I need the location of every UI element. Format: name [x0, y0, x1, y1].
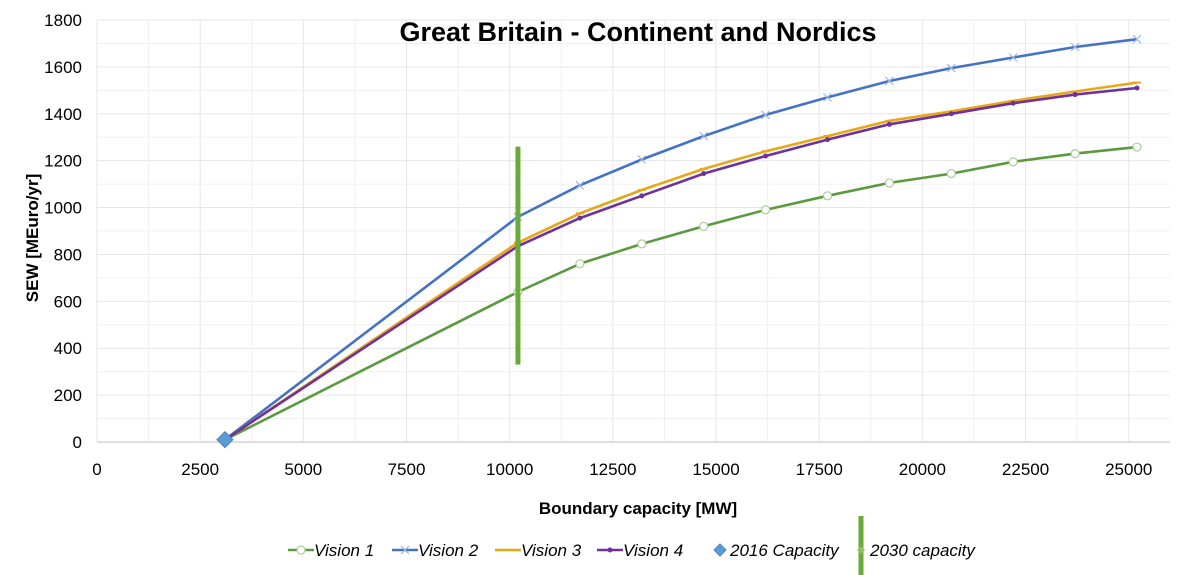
vision-1-point [1070, 149, 1080, 159]
vision-1-line [224, 145, 1138, 441]
vision-2-point [1070, 42, 1080, 52]
legend-item-vision-1: Vision 1 [288, 541, 374, 560]
vision-2-point-stroke-b [1070, 42, 1080, 52]
legend-item-2030-capacity: 2030 capacity [857, 516, 976, 575]
vision-1-point [575, 259, 585, 269]
vision-2-point [575, 180, 585, 190]
legend-label: Vision 3 [521, 541, 582, 560]
legend-label: 2030 capacity [869, 541, 976, 560]
vision-2-point [1132, 34, 1142, 44]
x-tick-label: 17500 [796, 460, 843, 479]
vision-4-point [886, 121, 892, 127]
x-tick-label: 12500 [589, 460, 636, 479]
vision-4-point [824, 137, 830, 143]
vision-2-point-stroke-b [884, 76, 894, 86]
vision-4-point [1134, 85, 1140, 91]
y-tick-label: 200 [54, 386, 82, 405]
vision-2-point [699, 131, 709, 141]
vision-1-point [822, 191, 833, 201]
vision-2-line [224, 37, 1138, 441]
tick-labels: 0 2500 5000 7500 10000 12500 15000 17500 20000 22… [44, 11, 1152, 479]
vision-1-point [1008, 157, 1018, 167]
legend-swatch-marker [713, 543, 727, 557]
y-tick-label: 1600 [44, 58, 82, 77]
vision-2-point-stroke-b [823, 92, 832, 102]
x-tick-label: 20000 [899, 460, 946, 479]
legend-swatch-marker [296, 545, 306, 555]
x-tick-label: 5000 [284, 460, 322, 479]
vision-1-point [884, 178, 894, 188]
x-tick-label: 15000 [692, 460, 739, 479]
y-tick-label: 400 [54, 339, 82, 358]
legend-swatch-marker-stroke-b [400, 545, 410, 555]
legend-label: Vision 2 [418, 541, 479, 560]
legend-swatch-bar [858, 516, 864, 575]
special-markers [216, 146, 521, 449]
vision-2-point [823, 92, 832, 102]
vision-4-point [701, 171, 707, 177]
series-group [224, 34, 1142, 441]
vision-4-point [1072, 92, 1078, 98]
vision-4-point [948, 111, 954, 117]
vision-1-point [946, 168, 956, 179]
2016-capacity-marker [216, 430, 234, 449]
legend: Vision 1 Vision 2 Vision 3 Vision 4 2016 Cap… [288, 516, 976, 575]
x-axis-title: Boundary capacity [MW] [539, 499, 737, 518]
legend-item-vision-2: Vision 2 [392, 541, 479, 560]
vision-2-point-stroke-b [637, 155, 647, 164]
x-tick-label: 22500 [1002, 460, 1049, 479]
y-tick-label: 1000 [44, 199, 82, 218]
vision-2-point [637, 155, 647, 164]
vision-2-point-stroke-b [946, 63, 956, 73]
y-tick-label: 1800 [44, 11, 82, 30]
x-tick-label: 2500 [181, 460, 219, 479]
chart-title: Great Britain - Continent and Nordics [399, 17, 876, 47]
vision-1-point [699, 221, 709, 231]
legend-label: Vision 1 [314, 541, 374, 560]
legend-swatch-marker [607, 547, 613, 553]
vision-4-point [763, 153, 769, 159]
x-tick-label: 10000 [486, 460, 533, 479]
y-tick-label: 800 [54, 245, 82, 264]
legend-item-2016-capacity: 2016 Capacity [713, 541, 840, 560]
vision-2-point-stroke-b [761, 110, 770, 120]
vision-2-point [884, 76, 894, 86]
vision-2-point [761, 110, 770, 120]
vision-1-point [637, 239, 647, 249]
legend-label: 2016 Capacity [729, 541, 840, 560]
vision-1-point [760, 205, 771, 215]
y-tick-label: 1400 [44, 105, 82, 124]
vision-4-line [224, 86, 1138, 441]
vision-2-point-stroke-b [575, 180, 585, 190]
vision-4-point [1010, 100, 1016, 106]
vision-3-line [224, 81, 1138, 441]
x-tick-label: 7500 [388, 460, 426, 479]
legend-label: Vision 4 [623, 541, 683, 560]
vision-2-point [1008, 53, 1018, 62]
vision-4-point [577, 215, 583, 221]
y-axis-title: SEW [MEuro/yr] [23, 174, 42, 302]
vision-2-point-stroke-b [1132, 34, 1142, 44]
legend-swatch-marker [400, 545, 410, 555]
legend-item-vision-4: Vision 4 [597, 541, 683, 560]
y-tick-label: 1200 [44, 152, 82, 171]
legend-item-vision-3: Vision 3 [495, 541, 582, 560]
legend-swatch-marker [857, 546, 865, 554]
x-tick-label: 25000 [1105, 460, 1152, 479]
vision-2-point-stroke-b [1008, 53, 1018, 62]
vision-4-point [639, 193, 645, 199]
x-tick-label: 0 [92, 460, 101, 479]
vision-2-point [946, 63, 956, 73]
vision-1-point [1132, 142, 1142, 152]
y-tick-label: 600 [54, 292, 82, 311]
vision-2-point-stroke-b [699, 131, 709, 141]
grid [96, 19, 1170, 443]
2030-capacity-bar [515, 146, 521, 365]
y-tick-label: 0 [73, 433, 82, 452]
